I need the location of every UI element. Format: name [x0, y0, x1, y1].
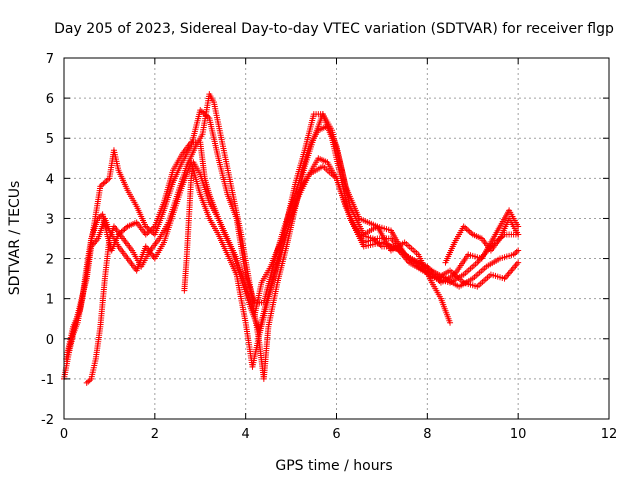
data-point	[465, 227, 472, 234]
data-point	[83, 379, 90, 386]
x-tick-label: 6	[332, 427, 340, 442]
x-tick-label: 8	[423, 427, 431, 442]
x-tick-label: 12	[601, 427, 618, 442]
plot-frame	[63, 57, 610, 420]
data-point	[447, 319, 454, 326]
data-point	[100, 180, 107, 187]
series-track-6	[442, 215, 522, 266]
data-point	[513, 248, 520, 255]
y-tick-label: 0	[46, 333, 54, 348]
data-point	[515, 247, 522, 254]
chart-title: Day 205 of 2023, Sidereal Day-to-day VTE…	[54, 21, 614, 37]
data-point	[462, 224, 469, 231]
y-tick-label: 6	[46, 92, 54, 107]
x-tick-label: 4	[242, 427, 250, 442]
data-series-layer	[61, 91, 522, 386]
x-tick-label: 10	[510, 427, 527, 442]
data-point	[145, 226, 152, 233]
data-point	[148, 228, 155, 235]
data-point	[466, 228, 473, 235]
y-tick-label: 1	[46, 293, 54, 308]
data-point	[515, 259, 522, 266]
x-tick-label: 2	[151, 427, 159, 442]
x-tick-label: 0	[60, 427, 68, 442]
y-tick-label: 5	[46, 132, 54, 147]
data-point	[101, 179, 108, 186]
data-point	[515, 231, 522, 238]
grid-lines	[64, 58, 609, 419]
x-axis-label: GPS time / hours	[275, 458, 392, 474]
y-tick-label: 4	[46, 172, 54, 187]
data-point	[85, 378, 92, 385]
y-tick-label: -2	[41, 413, 54, 428]
data-point	[121, 226, 128, 233]
y-tick-label: 2	[46, 253, 54, 268]
data-point	[147, 227, 154, 234]
series-track-5	[181, 159, 522, 318]
data-point	[463, 226, 470, 233]
data-point	[103, 178, 110, 185]
y-tick-label: 7	[46, 52, 54, 67]
y-tick-label: -1	[41, 373, 54, 388]
y-axis-label: SDTVAR / TECUs	[7, 181, 23, 296]
y-tick-label: 3	[46, 212, 54, 227]
series-track-3	[83, 91, 454, 386]
series-track-2	[63, 107, 522, 362]
